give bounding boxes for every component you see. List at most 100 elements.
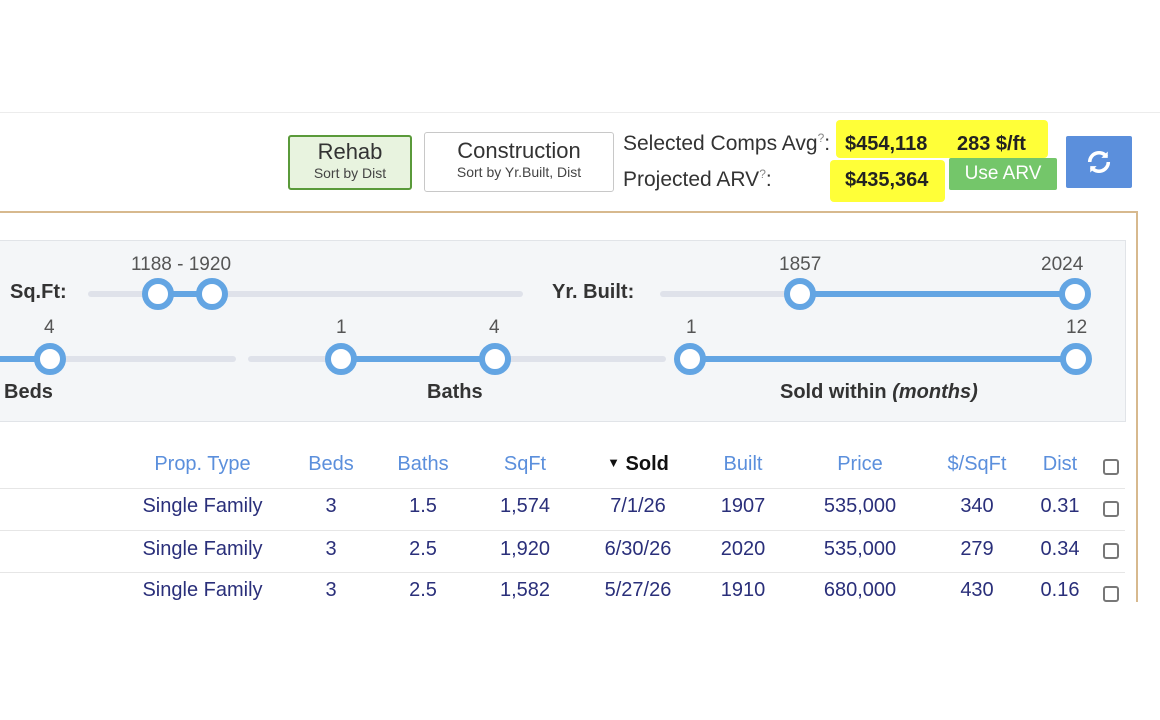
sold-within-max-value: 12: [1066, 317, 1088, 338]
comps-panel-frame: [0, 211, 1138, 643]
top-divider: [0, 112, 1160, 113]
sold-within-max-handle[interactable]: [1060, 343, 1092, 375]
cell-price-per-sqft: 279: [960, 538, 994, 560]
beds-max-handle[interactable]: [34, 343, 66, 375]
cell-price: 535,000: [823, 538, 897, 560]
col-built[interactable]: Built: [723, 453, 763, 475]
baths-slider-fill: [341, 356, 495, 362]
row-divider: [0, 572, 1125, 573]
cell-baths: 2.5: [409, 538, 437, 560]
yr-built-max-value: 2024: [1041, 254, 1084, 275]
selected-colon: :: [824, 132, 831, 155]
cell-sqft: 1,574: [499, 495, 551, 517]
construction-sub-label: Sort by Yr.Built, Dist: [456, 164, 582, 180]
yr-built-slider-fill: [800, 291, 1075, 297]
cell-price: 680,000: [823, 579, 897, 601]
sqft-min-handle[interactable]: [142, 278, 174, 310]
col-sqft[interactable]: SqFt: [503, 453, 547, 475]
yr-built-label: Yr. Built:: [552, 281, 635, 303]
yr-built-min-handle[interactable]: [784, 278, 816, 310]
selected-comps-avg-text: Selected Comps Avg: [623, 132, 818, 155]
select-all-checkbox[interactable]: [1103, 459, 1119, 475]
cell-beds: 3: [325, 538, 337, 560]
col-beds[interactable]: Beds: [308, 453, 354, 475]
cell-dist: 0.16: [1040, 579, 1080, 601]
sold-within-unit: (months): [892, 381, 978, 403]
cell-price-per-sqft: 430: [960, 579, 994, 601]
cell-built: 2020: [720, 538, 766, 560]
col-dist[interactable]: Dist: [1042, 453, 1078, 475]
use-arv-button[interactable]: Use ARV: [949, 158, 1057, 190]
selected-per-sqft-value: 283 $/ft: [957, 133, 1026, 155]
help-icon[interactable]: ?: [759, 167, 766, 181]
col-sold-label: Sold: [625, 453, 669, 475]
baths-max-value: 4: [489, 317, 500, 338]
projected-arv-value: $435,364: [845, 169, 929, 191]
construction-label: Construction: [457, 138, 581, 163]
cell-prop-type: Single Family: [142, 538, 263, 560]
beds-label: Beds: [4, 381, 53, 403]
col-price[interactable]: Price: [837, 453, 883, 475]
cell-built: 1910: [720, 579, 766, 601]
cell-dist: 0.34: [1040, 538, 1080, 560]
col-sold[interactable]: ▼ Sold: [598, 453, 678, 476]
sqft-max-handle[interactable]: [196, 278, 228, 310]
row-checkbox[interactable]: [1103, 586, 1119, 602]
sort-desc-icon: ▼: [607, 455, 620, 470]
cell-price: 535,000: [823, 495, 897, 517]
baths-min-handle[interactable]: [325, 343, 357, 375]
row-divider: [0, 530, 1125, 531]
yr-built-min-value: 1857: [779, 254, 822, 275]
yr-built-max-handle[interactable]: [1059, 278, 1091, 310]
cell-beds: 3: [325, 495, 337, 517]
beds-slider-track[interactable]: [50, 356, 236, 362]
sqft-range-text: 1188 - 1920: [131, 254, 232, 275]
cell-prop-type: Single Family: [142, 495, 263, 517]
refresh-icon: [1087, 151, 1111, 173]
row-divider: [0, 488, 1125, 489]
sqft-label: Sq.Ft:: [10, 281, 67, 303]
col-baths[interactable]: Baths: [397, 453, 449, 475]
row-checkbox[interactable]: [1103, 543, 1119, 559]
filter-panel: Sq.Ft: 1188 - 1920 Yr. Built: 1857 2024 …: [0, 240, 1126, 422]
beds-max-value: 4: [44, 317, 55, 338]
rehab-label: Rehab: [317, 139, 383, 164]
cell-prop-type: Single Family: [142, 579, 263, 601]
projected-arv-label: Projected ARV?:: [623, 167, 772, 192]
highlight-mark: [836, 120, 1048, 158]
baths-min-value: 1: [336, 317, 347, 338]
sold-within-text: Sold within: [780, 381, 887, 403]
cell-built: 1907: [720, 495, 766, 517]
beds-slider-fill: [0, 356, 50, 362]
sold-within-slider-fill: [690, 356, 1076, 362]
baths-max-handle[interactable]: [479, 343, 511, 375]
cropped-area: [0, 602, 1160, 720]
cell-baths: 2.5: [409, 579, 437, 601]
cell-baths: 1.5: [409, 495, 437, 517]
projected-colon: :: [765, 168, 772, 191]
row-checkbox[interactable]: [1103, 501, 1119, 517]
selected-avg-value: $454,118: [845, 133, 928, 155]
refresh-button[interactable]: [1066, 136, 1132, 188]
sold-within-min-value: 1: [686, 317, 697, 338]
cell-sqft: 1,582: [499, 579, 551, 601]
baths-label: Baths: [427, 381, 483, 403]
help-icon[interactable]: ?: [817, 131, 825, 145]
cell-sold: 7/1/26: [610, 495, 666, 517]
rehab-sub-label: Sort by Dist: [313, 165, 387, 181]
cell-beds: 3: [325, 579, 337, 601]
construction-sort-button[interactable]: Construction Sort by Yr.Built, Dist: [424, 132, 614, 192]
highlight-mark: [830, 160, 945, 202]
sold-within-min-handle[interactable]: [674, 343, 706, 375]
col-prop-type[interactable]: Prop. Type: [154, 453, 251, 475]
projected-arv-text: Projected ARV: [623, 168, 760, 191]
cell-sold: 5/27/26: [604, 579, 672, 601]
sqft-slider-fill: [158, 291, 212, 297]
cell-sold: 6/30/26: [604, 538, 672, 560]
rehab-sort-button[interactable]: Rehab Sort by Dist: [288, 135, 412, 190]
sqft-slider-track[interactable]: [88, 291, 523, 297]
cell-dist: 0.31: [1040, 495, 1080, 517]
selected-comps-avg-label: Selected Comps Avg?:: [623, 131, 830, 156]
col-price-per-sqft[interactable]: $/SqFt: [947, 453, 1007, 475]
cell-price-per-sqft: 340: [960, 495, 994, 517]
